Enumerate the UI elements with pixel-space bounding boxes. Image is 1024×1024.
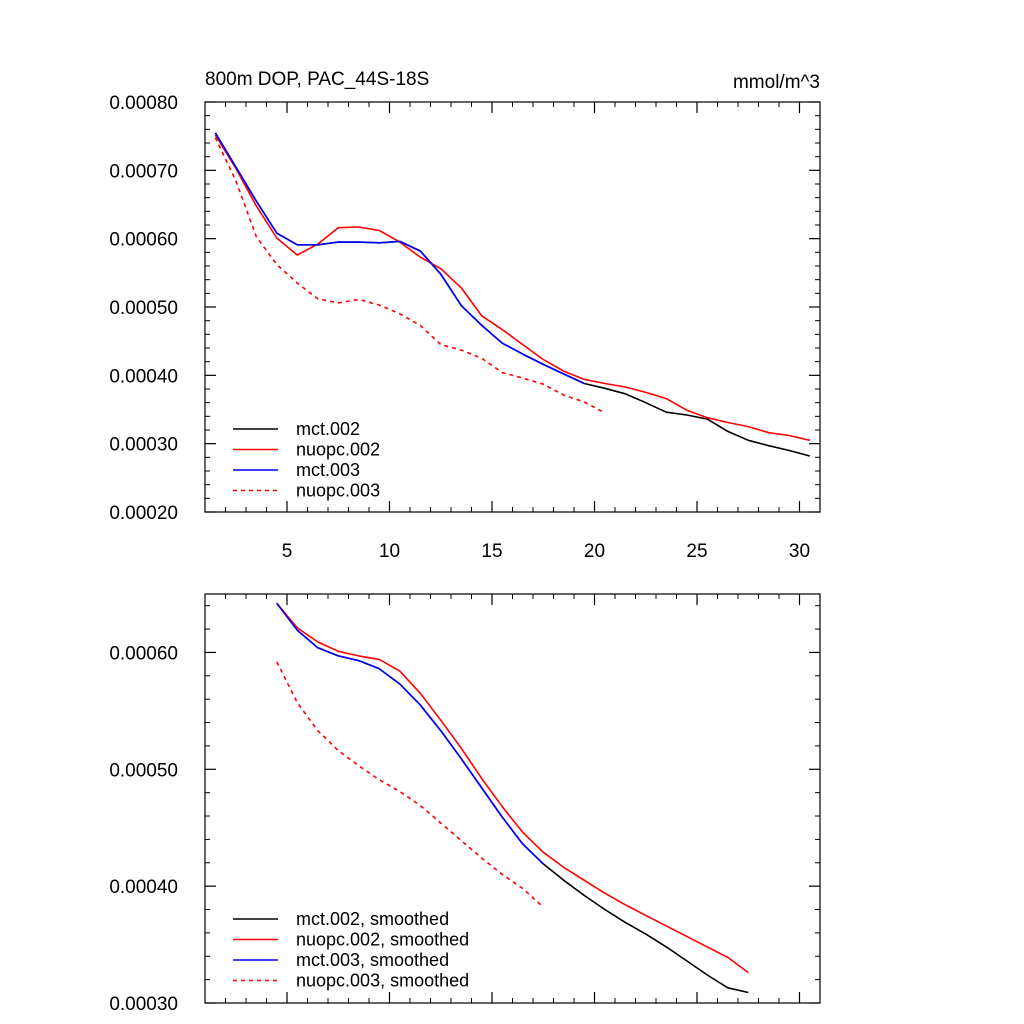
y-tick-label: 0.00060 — [109, 230, 178, 251]
x-tick-label: 15 — [481, 541, 502, 562]
series-line-mct-003 — [214, 132, 585, 385]
y-tick-label: 0.00030 — [109, 435, 178, 456]
legend-label: mct.003 — [296, 460, 360, 480]
y-tick-label: 0.00080 — [109, 93, 178, 114]
y-tick-label: 0.00060 — [109, 643, 178, 664]
y-tick-label: 0.00040 — [109, 877, 178, 898]
legend-label: nuopc.003 — [296, 481, 380, 501]
series-line-mct-003-smoothed — [276, 602, 544, 865]
y-tick-label: 0.00030 — [109, 994, 178, 1015]
x-tick-label: 30 — [789, 541, 810, 562]
series-line-nuopc-003-smoothed — [276, 661, 544, 908]
y-tick-label: 0.00020 — [109, 503, 178, 524]
x-tick-label: 25 — [686, 541, 707, 562]
legend-label: nuopc.002 — [296, 440, 380, 460]
series-line-nuopc-003 — [214, 137, 606, 414]
legend-label: mct.002 — [296, 419, 360, 439]
x-tick-label: 20 — [584, 541, 605, 562]
chart-panel-bottom: 0.00030 0.00040 0.00050 0.00060 mct.002, smo… — [109, 593, 821, 1015]
series-line-mct-002 — [214, 132, 811, 457]
legend-label: mct.003, smoothed — [296, 950, 449, 970]
chart-panel-top: 5 10 15 20 25 30 0.00020 0.00030 0.00040 0.00050 0… — [109, 69, 821, 562]
x-tick-label: 10 — [379, 541, 400, 562]
legend-label: nuopc.002, smoothed — [296, 930, 469, 950]
series-line-nuopc-002 — [214, 134, 810, 442]
y-tick-label: 0.00050 — [109, 298, 178, 319]
units-label: mmol/m^3 — [733, 72, 820, 93]
series-line-nuopc-002-smoothed — [276, 602, 749, 974]
x-tick-label: 5 — [282, 541, 293, 562]
y-tick-label: 0.00050 — [109, 760, 178, 781]
y-tick-label: 0.00070 — [109, 161, 178, 182]
legend-label: nuopc.003, smoothed — [296, 971, 469, 991]
y-tick-label: 0.00040 — [109, 366, 178, 387]
legend-label: mct.002, smoothed — [296, 909, 449, 929]
chart-title: 800m DOP, PAC_44S-18S — [205, 69, 429, 90]
